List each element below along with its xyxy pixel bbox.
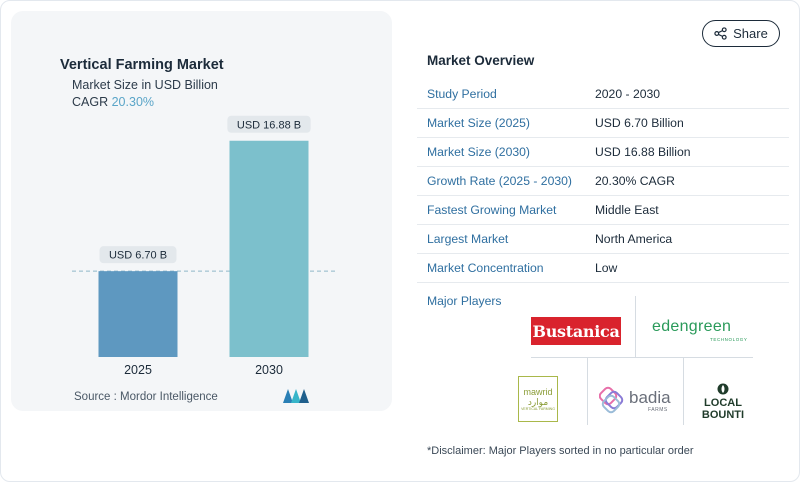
overview-table: Study Period 2020 - 2030 Market Size (2025… — [417, 80, 789, 283]
chart-title: Vertical Farming Market — [60, 57, 224, 73]
overview-row-label: Market Size (2025) — [427, 116, 530, 130]
bustanica-logo-text: Bustanica — [532, 321, 620, 341]
localbounti-logo-text: LOCAL — [704, 397, 742, 409]
overview-row-label: Market Concentration — [427, 261, 544, 275]
overview-row-label: Largest Market — [427, 232, 509, 246]
overview-row-value: USD 16.88 Billion — [595, 145, 691, 159]
localbounti-logo-text: BOUNTI — [701, 409, 745, 421]
data-label: USD 16.88 B — [237, 119, 301, 131]
overview-row-label: Study Period — [427, 87, 497, 101]
cagr-value: 20.30% — [111, 95, 155, 109]
overview-title: Market Overview — [427, 53, 535, 68]
share-label: Share — [733, 26, 768, 41]
mawrid-logo-arabic: موارد — [527, 396, 549, 407]
data-label-pill — [227, 115, 311, 133]
data-label-pill — [99, 246, 177, 264]
x-tick-label: 2025 — [124, 363, 152, 377]
badia-logo-subtext: FARMS — [648, 407, 668, 413]
major-players-label: Major Players — [427, 294, 502, 308]
badia-mark-icon — [598, 386, 624, 414]
bar-chart: USD 6.70 B 2025 USD 16.88 B 2030 — [72, 115, 337, 377]
mawrid-logo-caption: VERTICAL FARMING — [521, 406, 555, 411]
share-icon — [714, 27, 727, 40]
overview-row: Growth Rate (2025 - 2030) 20.30% CAGR — [417, 167, 789, 196]
overview-row: Market Size (2025) USD 6.70 Billion — [417, 109, 789, 138]
overview-row: Fastest Growing Market Middle East — [417, 196, 789, 225]
mawrid-logo: mawrid موارد VERTICAL FARMING — [518, 376, 558, 422]
share-button[interactable]: Share — [702, 20, 780, 47]
edengreen-logo-subtext: TECHNOLOGY — [710, 337, 748, 342]
overview-row-value: Middle East — [595, 203, 659, 217]
badia-logo: badia FARMS — [598, 383, 679, 417]
chart-source: Source : Mordor Intelligence — [74, 391, 218, 403]
chart-card — [11, 11, 392, 411]
overview-row-label: Market Size (2030) — [427, 145, 530, 159]
bar-2025 — [98, 271, 178, 357]
players-divider — [587, 357, 588, 425]
edengreen-logo-text: edengreen — [652, 318, 732, 335]
chart-cagr: CAGR 20.30% — [72, 95, 154, 109]
cagr-label: CAGR — [72, 95, 109, 109]
mordor-logo-icon — [283, 389, 309, 403]
bar-2030 — [229, 140, 309, 357]
overview-row: Study Period 2020 - 2030 — [417, 80, 789, 109]
overview-row-value: USD 6.70 Billion — [595, 116, 684, 130]
disclaimer: *Disclaimer: Major Players sorted in no … — [427, 445, 694, 457]
data-label: USD 6.70 B — [109, 250, 167, 262]
players-divider — [531, 357, 753, 358]
players-divider — [683, 357, 684, 425]
badia-logo-text: badia — [629, 388, 671, 407]
chart-subtitle: Market Size in USD Billion — [72, 78, 218, 92]
edengreen-logo: edengreen TECHNOLOGY — [652, 318, 747, 346]
localbounti-logo: LOCAL BOUNTI — [697, 382, 749, 422]
bustanica-logo: Bustanica — [531, 317, 621, 345]
overview-row-label: Growth Rate (2025 - 2030) — [427, 174, 572, 188]
players-divider — [635, 296, 636, 358]
overview-row: Largest Market North America — [417, 225, 789, 254]
overview-row: Market Size (2030) USD 16.88 Billion — [417, 138, 789, 167]
overview-row-value: 2020 - 2030 — [595, 87, 661, 101]
overview-row-value: 20.30% CAGR — [595, 174, 675, 188]
overview-row-value: North America — [595, 232, 673, 246]
overview-row: Market Concentration Low — [417, 254, 789, 283]
mawrid-logo-text: mawrid — [523, 386, 553, 397]
overview-row-value: Low — [595, 261, 618, 275]
x-tick-label: 2030 — [255, 363, 283, 377]
overview-row-label: Fastest Growing Market — [427, 203, 557, 217]
leaf-icon — [717, 383, 729, 395]
